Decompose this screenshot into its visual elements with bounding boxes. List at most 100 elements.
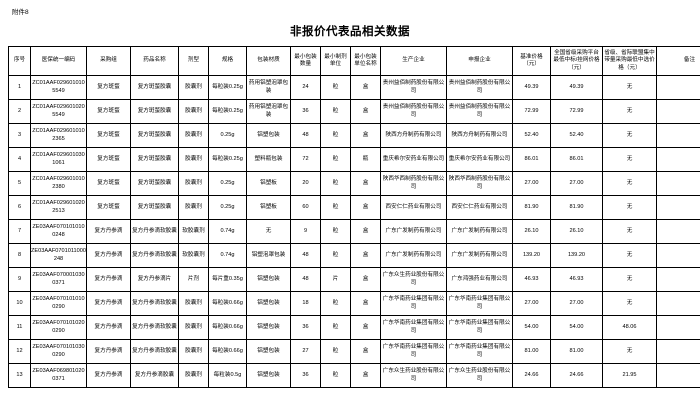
cell-remark [656, 195, 700, 220]
cell-drug-name: 复方丹参滴片 [130, 267, 179, 292]
cell-specification: 0.74g [208, 243, 247, 268]
cell-min-unit: 粒 [320, 99, 351, 124]
attachment-label: 附件8 [12, 9, 29, 16]
cell-lowest-bid: 139.20 [550, 243, 603, 268]
cell-vbp-price: 无 [602, 99, 657, 124]
cell-base-price: 72.99 [512, 99, 551, 124]
cell-vbp-price: 无 [602, 339, 657, 364]
cell-group: 复方斑蝥 [86, 123, 131, 148]
cell-min-pack-qty: 48 [290, 267, 321, 292]
cell-packaging: 塑料瓶包装 [246, 147, 291, 172]
cell-min-pack-qty: 60 [290, 195, 321, 220]
cell-manufacturer: 重庆希尔安药业有限公司 [380, 147, 447, 172]
cell-lowest-bid: 54.00 [550, 315, 603, 340]
cell-min-unit: 粒 [320, 195, 351, 220]
cell-index: 6 [8, 195, 31, 220]
cell-min-unit: 粒 [320, 147, 351, 172]
cell-index: 3 [8, 123, 31, 148]
cell-manufacturer: 广东华南药业集团有限公司 [380, 339, 447, 364]
table-row: 4 ZC01AAF0296010301061 复方斑蝥 复方斑蝥胶囊 胶囊剂 每粒装0.2… [8, 147, 700, 172]
cell-specification: 每粒装0.25g [208, 147, 247, 172]
cell-manufacturer: 陕西方舟制药有限公司 [380, 123, 447, 148]
cell-min-pack-qty: 9 [290, 219, 321, 244]
cell-specification: 每片重0.35g [208, 267, 247, 292]
cell-specification: 每粒装0.25g [208, 75, 247, 100]
cell-declarant: 西安仁仁药业有限公司 [446, 195, 513, 220]
cell-min-pack-unit: 盒 [350, 315, 381, 340]
table-row: 12 ZE03AAF0701010300290 复方丹参滴 复方丹参滴软胶囊 胶囊剂 每粒… [8, 339, 700, 364]
cell-base-price: 26.10 [512, 219, 551, 244]
column-header-drug-name: 药品名称 [130, 46, 179, 76]
cell-min-unit: 粒 [320, 339, 351, 364]
cell-min-pack-unit: 盒 [350, 75, 381, 100]
cell-index: 12 [8, 339, 31, 364]
non-quoted-representative-products-table: 序号 医保统一编码 采购组 药品名称 剂型 规格 包装材质 最小包装数量 最小制… [8, 46, 700, 388]
cell-remark [656, 99, 700, 124]
column-header-index: 序号 [8, 46, 31, 76]
cell-vbp-price: 无 [602, 267, 657, 292]
cell-lowest-bid: 27.00 [550, 171, 603, 196]
cell-dosage-form: 胶囊剂 [178, 363, 209, 388]
cell-declarant: 广东华南药业集团有限公司 [446, 339, 513, 364]
cell-min-unit: 片 [320, 267, 351, 292]
column-header-insurance-code: 医保统一编码 [30, 46, 87, 76]
cell-group: 复方斑蝥 [86, 99, 131, 124]
cell-index: 5 [8, 171, 31, 196]
cell-lowest-bid: 27.00 [550, 291, 603, 316]
cell-index: 8 [8, 243, 31, 268]
cell-insurance-code: ZC01AAF0296010102380 [30, 171, 87, 196]
cell-insurance-code: ZC01AAF0296010205549 [30, 99, 87, 124]
cell-drug-name: 复方丹参滴软胶囊 [130, 291, 179, 316]
cell-min-pack-qty: 36 [290, 99, 321, 124]
cell-group: 复方斑蝥 [86, 171, 131, 196]
cell-declarant: 广东华南药业集团有限公司 [446, 291, 513, 316]
cell-min-pack-unit: 盒 [350, 123, 381, 148]
cell-insurance-code: ZC01AAF0296010102365 [30, 123, 87, 148]
cell-vbp-price: 无 [602, 219, 657, 244]
cell-declarant: 广东广发制药有限公司 [446, 219, 513, 244]
cell-group: 复方斑蝥 [86, 75, 131, 100]
cell-lowest-bid: 49.39 [550, 75, 603, 100]
cell-base-price: 46.93 [512, 267, 551, 292]
cell-declarant: 陕西方舟制药有限公司 [446, 123, 513, 148]
column-header-packaging: 包装材质 [246, 46, 291, 76]
column-header-vbp-price: 省级、省际联盟集中带量采购最低中选价格（元） [602, 46, 657, 76]
cell-group: 复方斑蝥 [86, 195, 131, 220]
cell-min-unit: 粒 [320, 243, 351, 268]
cell-manufacturer: 贵州益佰制药股份有限公司 [380, 99, 447, 124]
cell-index: 10 [8, 291, 31, 316]
cell-insurance-code: ZE03AAF0701010100290 [30, 291, 87, 316]
cell-min-pack-qty: 72 [290, 147, 321, 172]
cell-packaging: 铝塑包装 [246, 315, 291, 340]
cell-dosage-form: 片剂 [178, 267, 209, 292]
table-row: 13 ZE03AAF0698010200371 复方丹参滴 复方丹参滴胶囊 胶囊剂 每粒装… [8, 363, 700, 388]
cell-insurance-code: ZE03AAF0701010100248 [30, 219, 87, 244]
cell-vbp-price: 无 [602, 123, 657, 148]
cell-min-pack-qty: 27 [290, 339, 321, 364]
cell-min-unit: 粒 [320, 315, 351, 340]
cell-packaging: 药用铝塑泡罩包装 [246, 75, 291, 100]
cell-vbp-price: 无 [602, 75, 657, 100]
cell-index: 2 [8, 99, 31, 124]
cell-min-pack-qty: 48 [290, 243, 321, 268]
cell-min-pack-qty: 36 [290, 315, 321, 340]
cell-index: 7 [8, 219, 31, 244]
table-body: 1 ZC01AAF0296010105549 复方斑蝥 复方斑蝥胶囊 胶囊剂 每粒装0.2… [8, 75, 700, 388]
cell-remark [656, 267, 700, 292]
cell-min-unit: 粒 [320, 363, 351, 388]
cell-min-unit: 粒 [320, 219, 351, 244]
cell-base-price: 27.00 [512, 171, 551, 196]
cell-lowest-bid: 86.01 [550, 147, 603, 172]
cell-lowest-bid: 81.00 [550, 339, 603, 364]
cell-dosage-form: 胶囊剂 [178, 75, 209, 100]
cell-lowest-bid: 26.10 [550, 219, 603, 244]
cell-insurance-code: ZE03AAF0700010300371 [30, 267, 87, 292]
cell-min-pack-qty: 18 [290, 291, 321, 316]
cell-vbp-price: 21.95 [602, 363, 657, 388]
cell-min-unit: 粒 [320, 123, 351, 148]
table-row: 11 ZE03AAF0701010200290 复方丹参滴 复方丹参滴软胶囊 胶囊剂 每粒… [8, 315, 700, 340]
column-header-declarant: 申报企业 [446, 46, 513, 76]
cell-manufacturer: 广东广发制药有限公司 [380, 243, 447, 268]
cell-lowest-bid: 52.40 [550, 123, 603, 148]
cell-drug-name: 复方丹参滴软胶囊 [130, 315, 179, 340]
